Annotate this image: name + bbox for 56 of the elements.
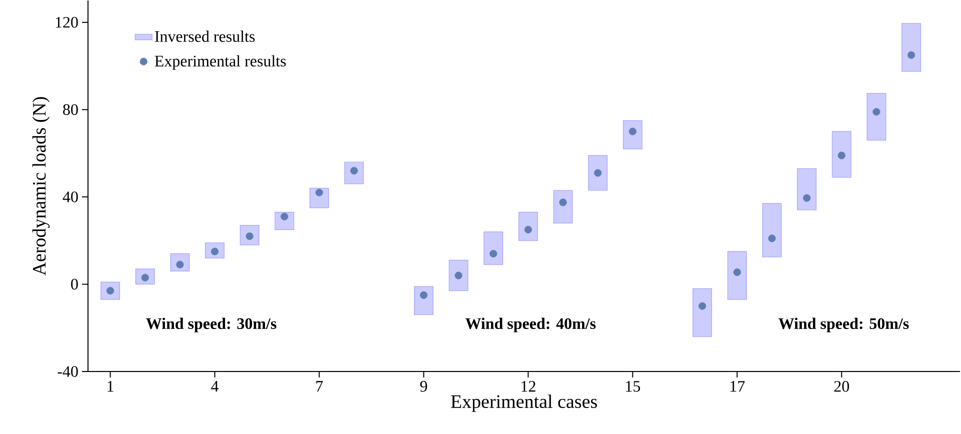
point bbox=[280, 212, 288, 220]
y-tick-label: 0 bbox=[71, 278, 78, 290]
bar bbox=[727, 250, 747, 300]
y-tick-label: 40 bbox=[62, 191, 78, 202]
bar bbox=[902, 22, 921, 72]
point bbox=[210, 247, 219, 256]
point bbox=[838, 151, 846, 159]
legend-label: Inversed results bbox=[154, 30, 255, 42]
y-tick-label: -40 bbox=[58, 366, 78, 377]
y-tick-label: 80 bbox=[63, 104, 78, 115]
x-axis-title: Experimental cases bbox=[450, 394, 597, 412]
point bbox=[768, 234, 776, 242]
x-tick-label: 12 bbox=[522, 380, 536, 392]
y-axis-title: Aerodynamic loads (N) bbox=[32, 96, 50, 276]
point bbox=[141, 274, 149, 282]
bar bbox=[518, 212, 538, 241]
x-tick-label: 1 bbox=[108, 380, 114, 392]
bar bbox=[414, 286, 434, 315]
bar bbox=[553, 190, 573, 224]
bar bbox=[797, 168, 816, 210]
point bbox=[350, 166, 358, 174]
point bbox=[315, 188, 324, 196]
annotation: Wind speed: 50m/s bbox=[778, 318, 909, 332]
point bbox=[594, 168, 602, 176]
x-tick-label: 4 bbox=[211, 380, 219, 392]
x-tick-label: 17 bbox=[730, 380, 745, 392]
bar bbox=[762, 202, 782, 257]
bar bbox=[832, 130, 852, 178]
annotation: Wind speed: 40m/s bbox=[465, 318, 596, 332]
point bbox=[176, 260, 184, 268]
point bbox=[454, 271, 462, 280]
point bbox=[490, 250, 498, 258]
legend-label: Experimental results bbox=[154, 54, 286, 70]
point bbox=[524, 226, 532, 234]
bar bbox=[866, 92, 886, 140]
point bbox=[802, 194, 811, 202]
x-tick-label: 15 bbox=[626, 380, 640, 392]
point bbox=[420, 291, 428, 299]
x-tick-label: 20 bbox=[834, 380, 849, 392]
x-tick-label: 9 bbox=[420, 380, 428, 392]
y-tick-label: 120 bbox=[56, 16, 78, 28]
point bbox=[733, 268, 741, 276]
point bbox=[907, 51, 916, 59]
bar bbox=[692, 288, 712, 337]
bar bbox=[484, 231, 504, 265]
point bbox=[872, 108, 880, 116]
bar bbox=[448, 260, 468, 291]
point bbox=[559, 198, 567, 206]
annotation: Wind speed: 30m/s bbox=[146, 318, 276, 332]
bar bbox=[622, 120, 642, 149]
point bbox=[106, 286, 114, 294]
bar bbox=[588, 154, 608, 190]
x-tick-label: 7 bbox=[316, 380, 323, 392]
point bbox=[698, 302, 706, 310]
point bbox=[246, 232, 254, 240]
point bbox=[628, 127, 636, 135]
